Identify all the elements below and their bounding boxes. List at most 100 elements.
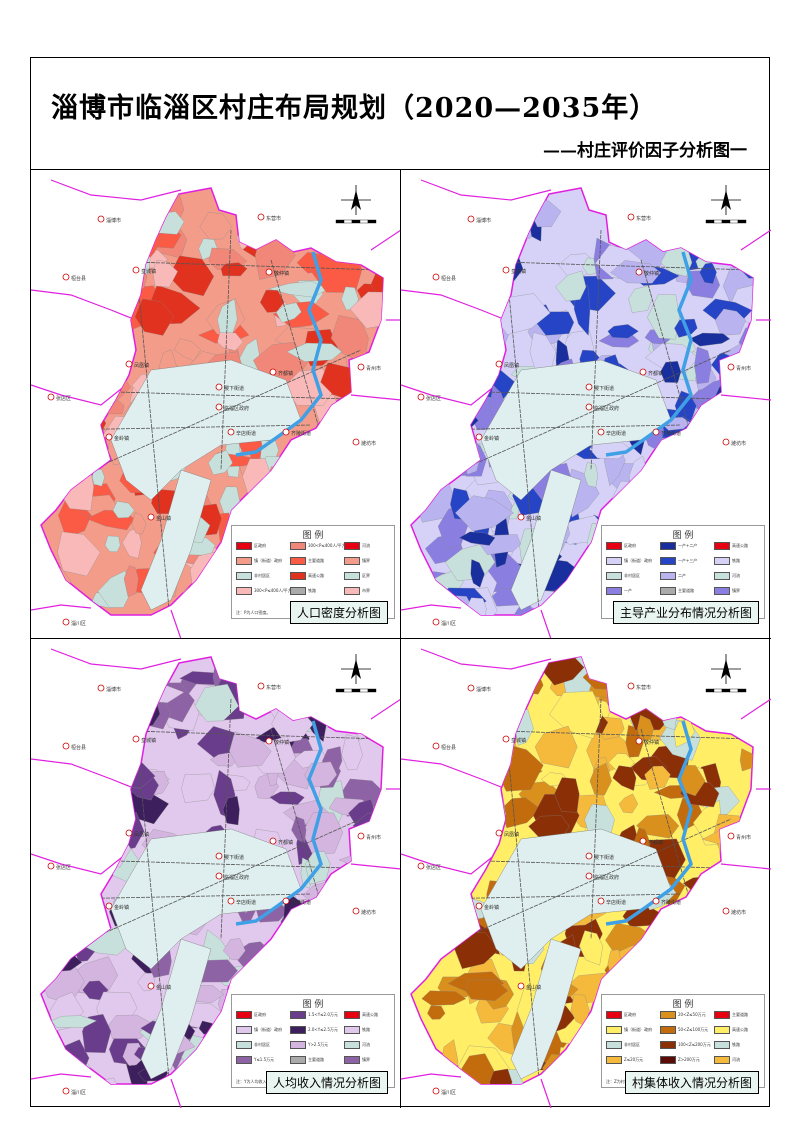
legend-label: 20<Z≤50万元 [678, 1012, 706, 1017]
legend-swatch [660, 542, 676, 550]
town-marker-icon [639, 368, 647, 376]
admin-boundary [401, 1073, 462, 1080]
legend-label: 市界 [362, 588, 370, 593]
place-label: 辛店街道 [606, 430, 626, 437]
legend-item: Y>2.5万元 [290, 1041, 328, 1049]
legend-swatch [606, 572, 622, 580]
legend-swatch [344, 1056, 360, 1064]
town-marker-icon [47, 393, 55, 401]
place-label: 凤凰镇 [134, 831, 149, 838]
place-label: 金山镇 [156, 515, 171, 522]
legend-swatch [290, 1011, 306, 1019]
legend-item: 300<P≤400人/平方公里 [236, 587, 300, 595]
admin-boundary [370, 229, 400, 251]
legend-label: 主要道路 [308, 1057, 324, 1062]
legend-item: 非村居区 [236, 1041, 270, 1049]
main-road [90, 349, 362, 471]
legend-label: 高速公路 [732, 1027, 748, 1032]
town-marker-icon [97, 684, 105, 692]
place-label: 淄川区 [71, 1089, 86, 1096]
town-marker-icon [475, 902, 483, 910]
north-arrow-icon [711, 654, 741, 684]
place-label: 金山镇 [526, 984, 541, 991]
legend-note: 注：P为人口密度。 [236, 610, 271, 615]
legend-item: 河流 [344, 1041, 370, 1049]
town-marker-icon [352, 907, 360, 915]
title-bar: 淄博市临淄区村庄布局规划（2020—2035年） ——村庄评价因子分析图一 [31, 58, 769, 170]
legend-swatch [714, 1056, 730, 1064]
main-road [60, 424, 312, 431]
place-label: 潍坊市 [361, 909, 376, 916]
legend-swatch [290, 1056, 306, 1064]
legend-item: Z≤20万元 [606, 1056, 643, 1064]
place-label: 凤凰镇 [504, 831, 519, 838]
legend-swatch [606, 1026, 622, 1034]
legend-item: 镇界 [344, 557, 370, 565]
main-road [90, 818, 362, 940]
legend-swatch [714, 557, 730, 565]
town-marker-icon [215, 872, 223, 880]
legend-swatch [344, 1011, 360, 1019]
town-marker-icon [495, 360, 503, 368]
town-marker-icon [417, 862, 425, 870]
legend-swatch [660, 1011, 676, 1019]
place-label: 金岭镇 [114, 904, 129, 911]
admin-boundary [401, 289, 507, 321]
non-village-area [140, 938, 212, 1080]
legend-item: 二产 [660, 572, 686, 580]
town-marker-icon [269, 837, 277, 845]
admin-boundary [401, 604, 462, 611]
legend-title: 图 例 [302, 531, 324, 541]
legend-item: 区政府 [236, 1011, 266, 1019]
town-marker-icon [502, 735, 510, 743]
main-title: 淄博市临淄区村庄布局规划（2020—2035年） [51, 93, 658, 124]
legend-item: 镇（街道）政府 [236, 557, 282, 565]
place-label: 皇城镇 [511, 268, 526, 275]
admin-boundary [31, 289, 137, 321]
town-marker-icon [125, 360, 133, 368]
town-marker-icon [627, 682, 635, 690]
town-marker-icon [62, 742, 70, 750]
legend-item: 高速公路 [344, 1011, 378, 1019]
legend-item: 河流 [344, 542, 370, 550]
town-marker-icon [215, 403, 223, 411]
town-marker-icon [517, 513, 525, 521]
place-label: 临淄区政府 [594, 874, 619, 881]
legend-item: 100<Z≤200万元 [660, 1041, 711, 1049]
legend-item: 区政府 [236, 542, 266, 550]
legend-item: 镇（街道）政府 [606, 1026, 652, 1034]
legend-label: 镇界 [362, 558, 370, 563]
legend-swatch [714, 1041, 730, 1049]
place-label: 桓台县 [71, 744, 86, 751]
legend-item: 铁路 [290, 587, 316, 595]
town-marker-icon [502, 266, 510, 274]
legend-swatch [344, 572, 360, 580]
legend-swatch [344, 557, 360, 565]
legend-swatch [236, 1041, 252, 1049]
legend-label: 一产 [624, 588, 632, 593]
panel-title: 人口密度分析图 [289, 601, 388, 624]
place-label: 敬仲镇 [274, 739, 289, 746]
legend-item: 非村居区 [606, 1041, 640, 1049]
legend-label: 铁路 [732, 558, 740, 563]
legend-swatch [714, 587, 730, 595]
scale-bar [335, 219, 377, 224]
legend-item: 河流 [714, 572, 740, 580]
river [235, 720, 323, 926]
place-label: 齐陵街道 [291, 430, 311, 437]
admin-boundary [401, 384, 497, 406]
legend-label: Y≤1.5万元 [254, 1057, 275, 1062]
legend-swatch [606, 587, 622, 595]
place-label: 金山镇 [526, 515, 541, 522]
population-density-panel: 淄博市 东营市 桓台县 张店区 青州市 潍坊市 淄川区 皇城镇 敬仲镇 凤凰镇 齐都镇 稷下街道 临淄区… [31, 170, 401, 639]
town-marker-icon [227, 428, 235, 436]
legend-swatch [606, 557, 622, 565]
legend-swatch [660, 1041, 676, 1049]
town-marker-icon [639, 837, 647, 845]
river [235, 251, 323, 457]
legend-label: 铁路 [732, 1042, 740, 1047]
income-per-capita-panel: 淄博市 东营市 桓台县 张店区 青州市 潍坊市 淄川区 皇城镇 敬仲镇 凤凰镇 齐都镇 稷下街道 临淄区… [31, 639, 401, 1108]
town-marker-icon [147, 513, 155, 521]
legend-title: 图 例 [302, 1000, 324, 1010]
